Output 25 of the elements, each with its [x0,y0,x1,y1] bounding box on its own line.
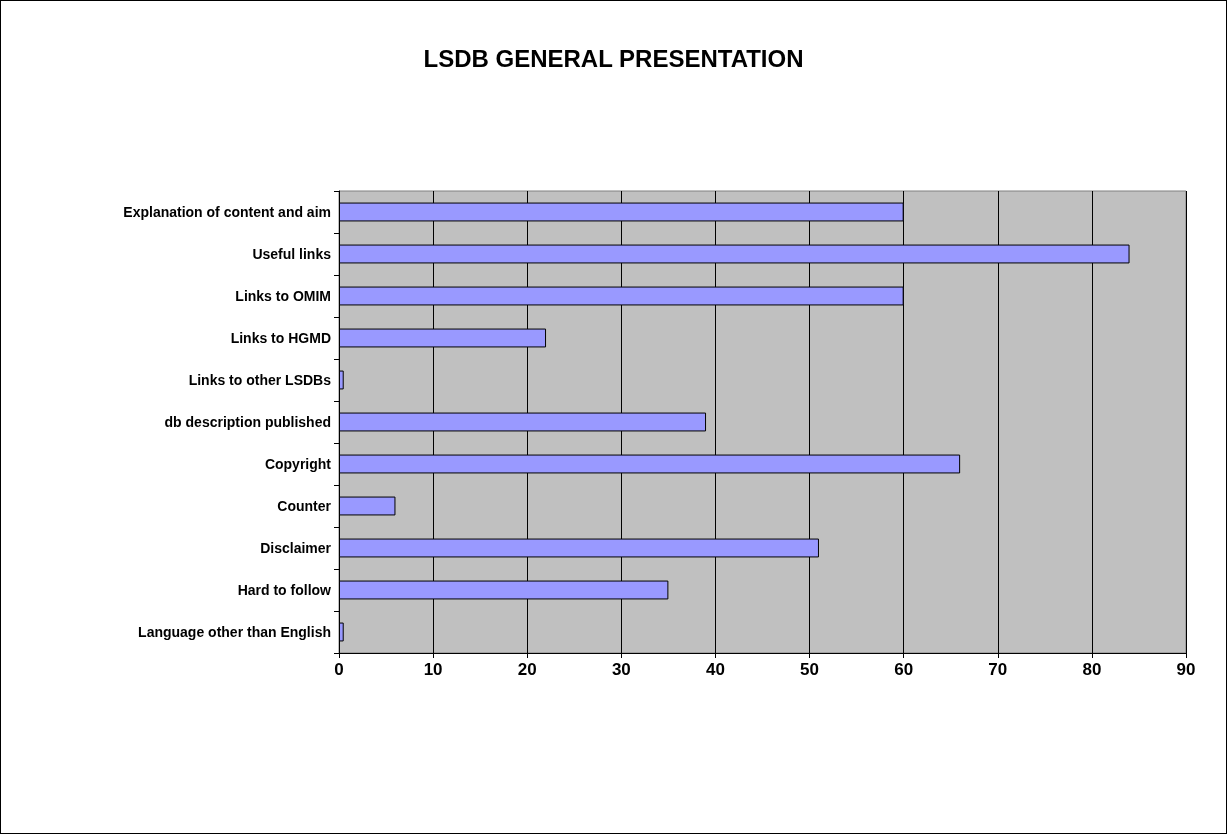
y-tick-label: Disclaimer [260,540,332,556]
x-tick-label: 30 [611,660,631,679]
x-tick-label: 90 [1176,660,1196,679]
chart-title: LSDB GENERAL PRESENTATION [423,44,804,72]
x-tick-label: 80 [1082,660,1102,679]
y-tick-label: Links to other LSDBs [188,372,332,388]
x-tick-label: 60 [894,660,914,679]
y-tick-label: db description published [164,414,331,430]
x-tick-label: 10 [423,660,443,679]
bar [339,622,344,642]
x-tick-label: 20 [517,660,537,679]
y-tick-label: Links to OMIM [235,288,331,304]
x-tick-label: 70 [988,660,1008,679]
bar [339,370,344,390]
y-tick-label: Useful links [252,246,332,262]
y-tick-label: Language other than English [138,624,331,640]
y-tick-label: Explanation of content and aim [123,204,331,220]
y-tick-label: Hard to follow [237,582,332,598]
y-tick-label: Counter [277,498,332,514]
x-tick-label: 40 [705,660,725,679]
y-tick-label: Links to HGMD [230,330,331,346]
x-tick-label: 50 [800,660,820,679]
bar [339,496,396,516]
x-tick-label: 0 [334,660,344,679]
y-tick-label: Copyright [264,456,332,472]
